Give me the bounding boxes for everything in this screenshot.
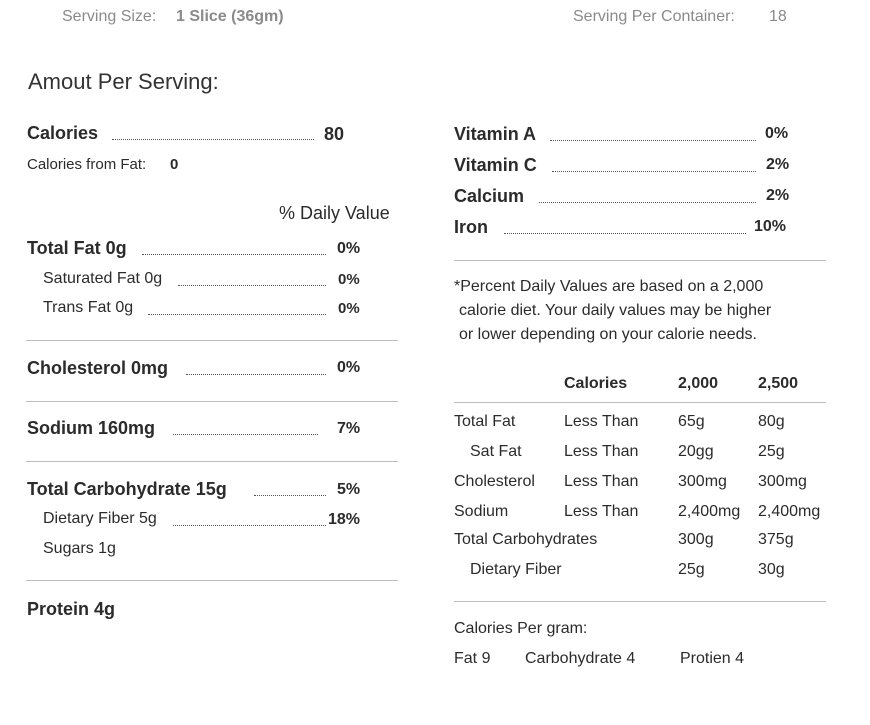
table-cell: Less Than — [564, 473, 639, 490]
serving-size-value: 1 Slice (36gm) — [176, 8, 284, 25]
dietary-fiber-pct: 18% — [328, 511, 361, 528]
divider — [26, 461, 398, 462]
sodium-leader — [173, 434, 318, 435]
trans-fat-pct: 0% — [338, 300, 360, 317]
vitamin-c-pct: 2% — [766, 156, 790, 173]
calories-label: Calories — [27, 123, 99, 143]
daily-value-header: % Daily Value — [279, 203, 390, 223]
dietary-fiber-leader — [173, 525, 326, 526]
calories-from-fat-value: 0 — [170, 156, 179, 173]
iron-leader — [504, 233, 746, 234]
trans-fat-label: Trans Fat 0g — [43, 299, 134, 316]
vitamin-c-leader — [552, 171, 756, 172]
page-title: Amout Per Serving: — [28, 69, 219, 94]
total-fat-label: Total Fat 0g — [27, 238, 127, 258]
table-cell: Less Than — [564, 503, 639, 520]
vitamin-c-label: Vitamin C — [454, 155, 537, 175]
divider — [26, 340, 398, 341]
protein-label: Protein 4g — [27, 599, 116, 619]
table-cell: 80g — [758, 413, 785, 430]
table-cell: 20gg — [678, 443, 714, 460]
divider — [454, 601, 826, 602]
saturated-fat-leader — [178, 285, 326, 286]
total-carbohydrate-label: Total Carbohydrate 15g — [27, 479, 227, 499]
calories-per-gram-title: Calories Per gram: — [454, 620, 588, 637]
divider — [454, 402, 826, 403]
dietary-fiber-label: Dietary Fiber 5g — [43, 510, 157, 527]
vitamin-a-pct: 0% — [765, 125, 789, 142]
trans-fat-leader — [148, 314, 326, 315]
table-cell: 25g — [758, 443, 785, 460]
cholesterol-leader — [186, 374, 326, 375]
table-cell: 375g — [758, 531, 794, 548]
footnote-line-2: calorie diet. Your daily values may be h… — [459, 302, 772, 319]
table-cell: Cholesterol — [454, 473, 535, 490]
table-cell: Total Fat — [454, 413, 516, 430]
table-header-2500: 2,500 — [758, 375, 799, 392]
total-fat-leader — [142, 254, 326, 255]
table-cell: Less Than — [564, 443, 639, 460]
calories-leader — [112, 139, 314, 140]
servings-per-container-value: 18 — [769, 8, 787, 25]
footnote-line-3: or lower depending on your calorie needs… — [459, 326, 757, 343]
cholesterol-label: Cholesterol 0mg — [27, 358, 169, 378]
table-cell: 300g — [678, 531, 714, 548]
vitamin-a-label: Vitamin A — [454, 124, 537, 144]
saturated-fat-label: Saturated Fat 0g — [43, 270, 163, 287]
calcium-pct: 2% — [766, 187, 790, 204]
table-cell: 65g — [678, 413, 705, 430]
footnote-line-1: *Percent Daily Values are based on a 2,0… — [454, 278, 764, 295]
table-header-calories: Calories — [564, 375, 628, 392]
table-cell: Sodium — [454, 503, 509, 520]
table-cell: 2,400mg — [758, 503, 821, 520]
table-cell: 30g — [758, 561, 785, 578]
table-cell: 2,400mg — [678, 503, 741, 520]
table-header-2000: 2,000 — [678, 375, 719, 392]
calories-value: 80 — [324, 124, 345, 144]
iron-pct: 10% — [754, 218, 787, 235]
table-cell: Sat Fat — [470, 443, 522, 460]
calcium-leader — [539, 202, 756, 203]
serving-size-label: Serving Size: — [62, 8, 157, 25]
cholesterol-pct: 0% — [337, 359, 361, 376]
divider — [26, 401, 398, 402]
per-gram-protein: Protien 4 — [680, 650, 745, 667]
vitamin-a-leader — [550, 140, 756, 141]
servings-per-container-label: Serving Per Container: — [573, 8, 735, 25]
calcium-label: Calcium — [454, 186, 525, 206]
table-cell: 25g — [678, 561, 705, 578]
total-carbohydrate-leader — [254, 495, 326, 496]
table-cell: Total Carbohydrates — [454, 531, 598, 548]
iron-label: Iron — [454, 217, 488, 237]
sodium-pct: 7% — [337, 420, 361, 437]
per-gram-fat: Fat 9 — [454, 650, 491, 667]
total-carbohydrate-pct: 5% — [337, 481, 361, 498]
table-cell: 300mg — [678, 473, 727, 490]
calories-from-fat-label: Calories from Fat: — [27, 156, 147, 173]
table-cell: Dietary Fiber — [470, 561, 562, 578]
table-cell: Less Than — [564, 413, 639, 430]
divider — [26, 580, 398, 581]
sugars-label: Sugars 1g — [43, 540, 116, 557]
sodium-label: Sodium 160mg — [27, 418, 156, 438]
per-gram-carbohydrate: Carbohydrate 4 — [525, 650, 636, 667]
total-fat-pct: 0% — [337, 240, 361, 257]
saturated-fat-pct: 0% — [338, 271, 360, 288]
divider — [454, 260, 826, 261]
table-cell: 300mg — [758, 473, 807, 490]
